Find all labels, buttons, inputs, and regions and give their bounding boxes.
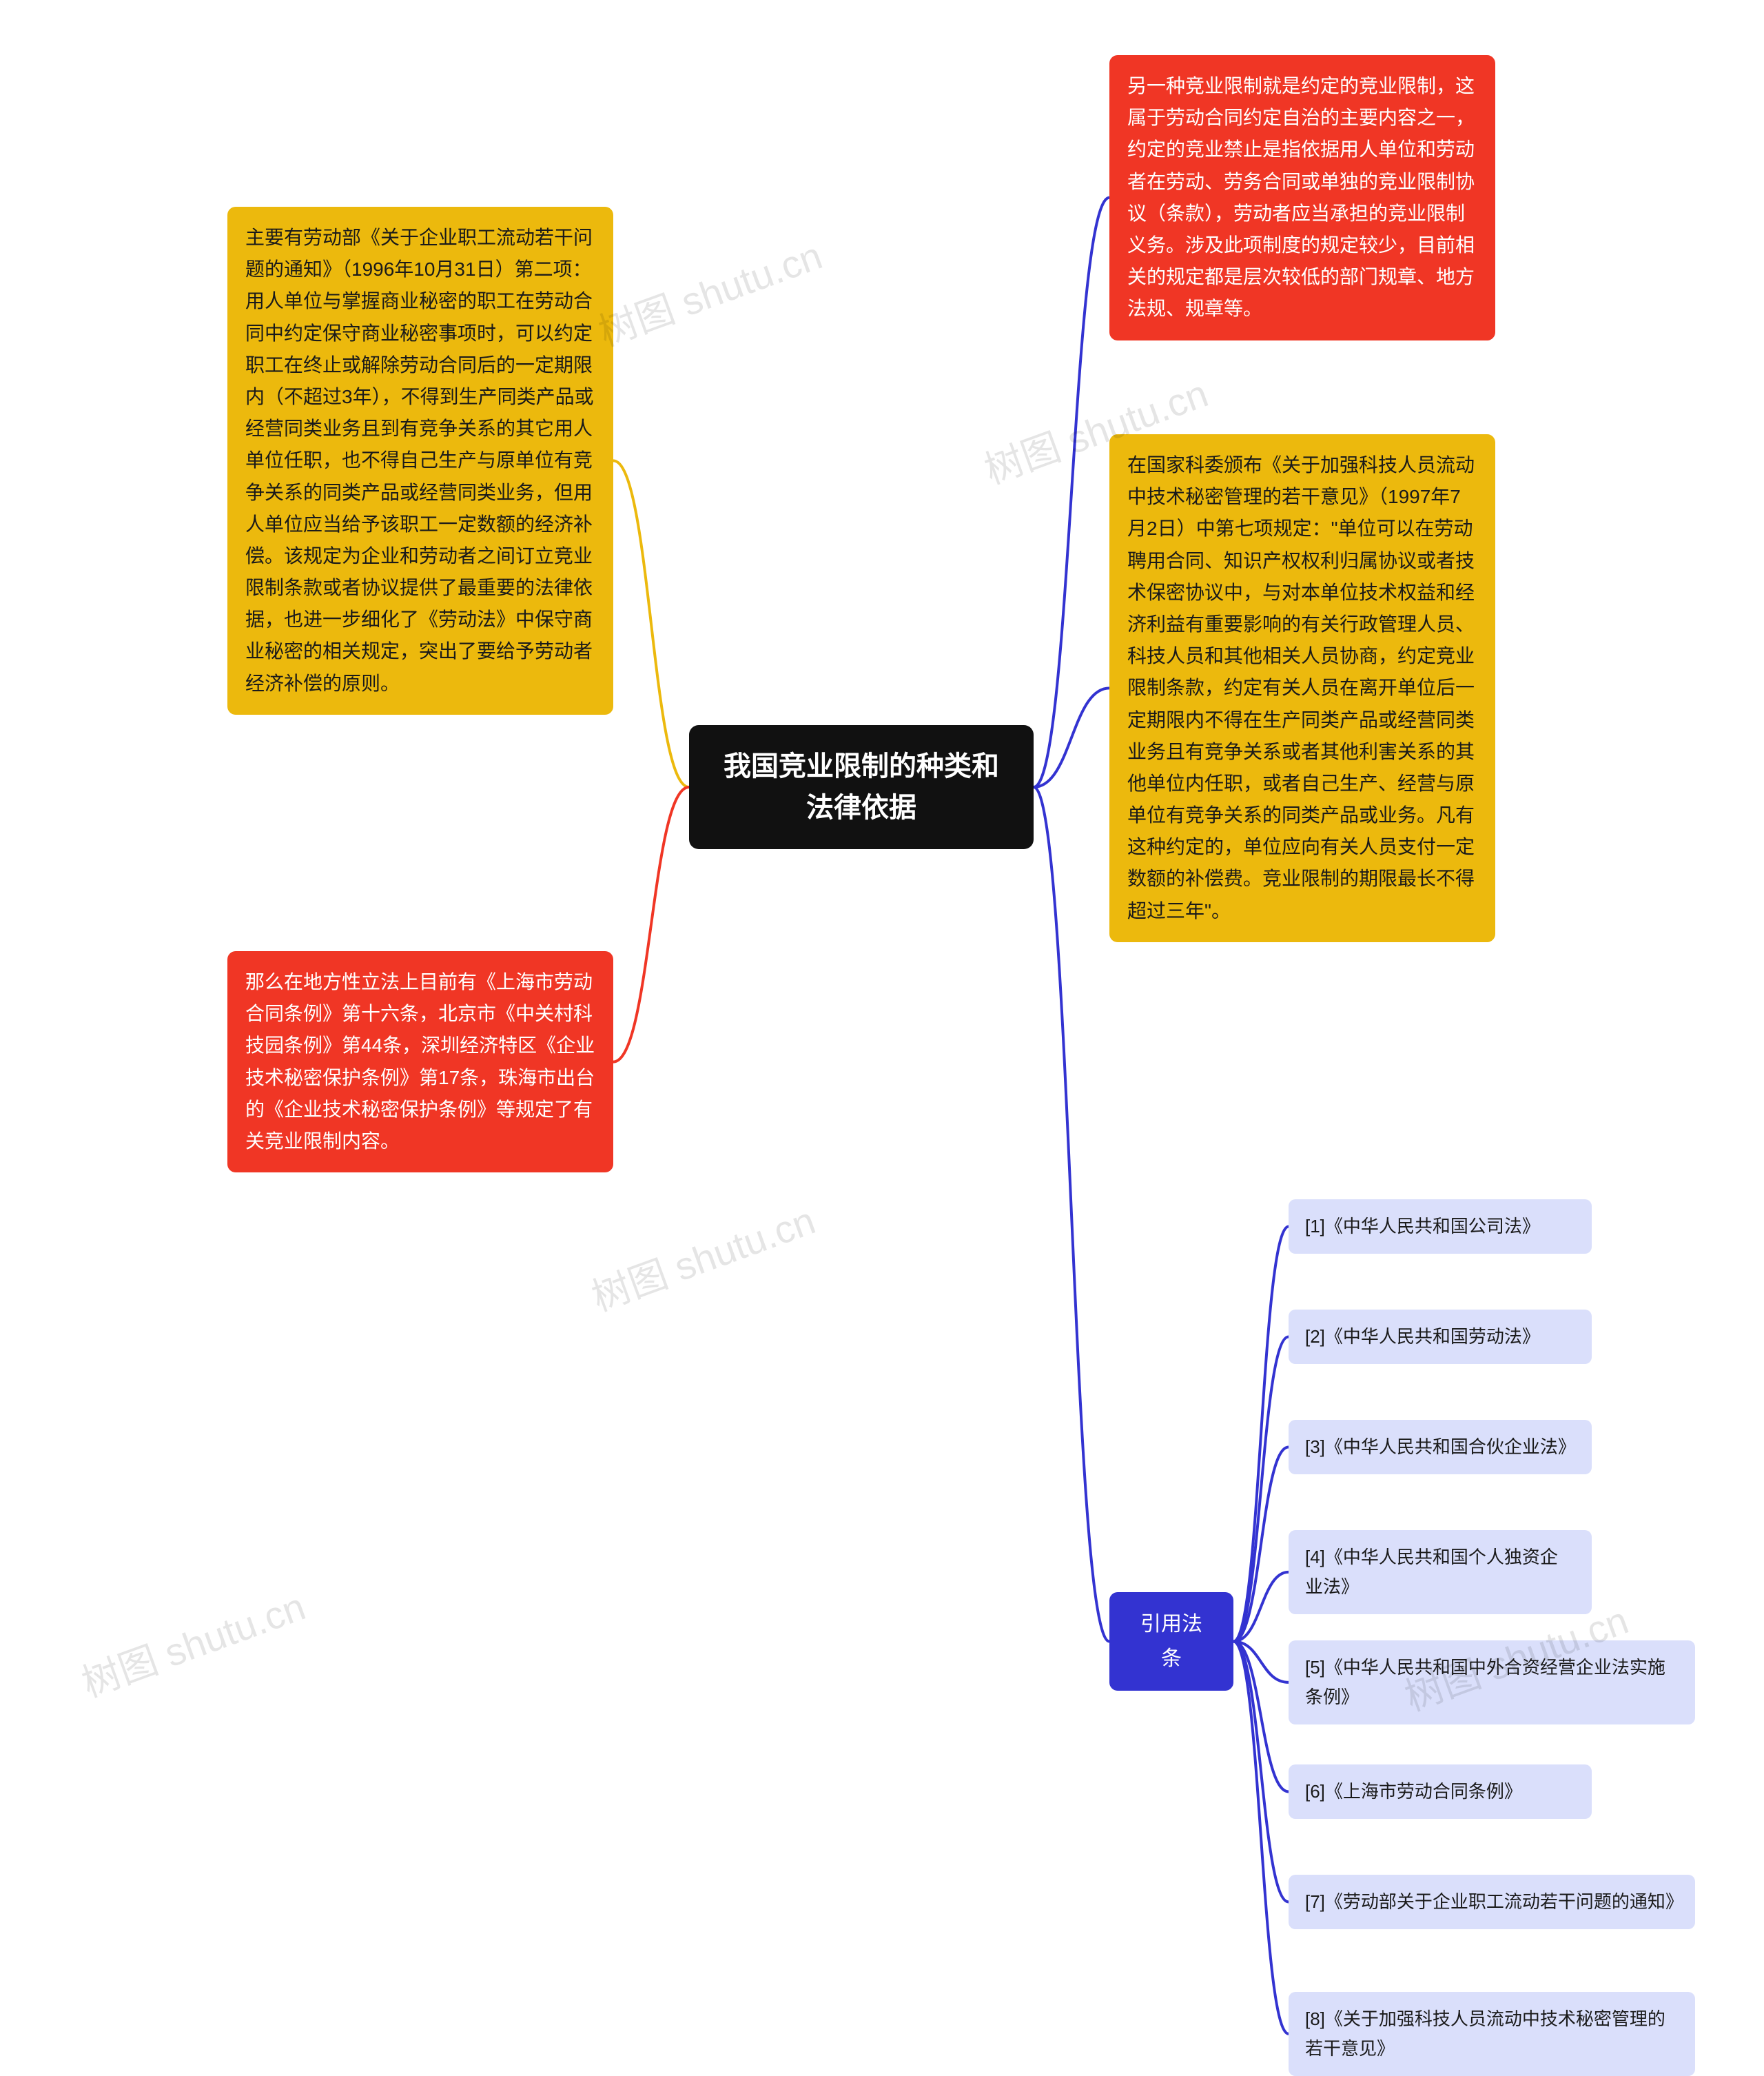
watermark: 树图 shutu.cn [73,1576,312,1708]
left-node-gold: 主要有劳动部《关于企业职工流动若干问题的通知》（1996年10月31日）第二项：… [227,207,613,715]
law-leaf: [1]《中华人民共和国公司法》 [1289,1199,1592,1254]
right-node-gold: 在国家科委颁布《关于加强科技人员流动中技术秘密管理的若干意见》（1997年7月2… [1109,434,1495,942]
law-leaf: [3]《中华人民共和国合伙企业法》 [1289,1420,1592,1474]
law-leaf: [8]《关于加强科技人员流动中技术秘密管理的若干意见》 [1289,1992,1695,2076]
law-leaf: [7]《劳动部关于企业职工流动若干问题的通知》 [1289,1875,1695,1929]
law-leaf: [6]《上海市劳动合同条例》 [1289,1764,1592,1819]
law-leaf: [5]《中华人民共和国中外合资经营企业法实施条例》 [1289,1640,1695,1724]
right-node-red: 另一种竞业限制就是约定的竞业限制，这属于劳动合同约定自治的主要内容之一，约定的竞… [1109,55,1495,340]
mindmap-canvas: 我国竞业限制的种类和法律依据 主要有劳动部《关于企业职工流动若干问题的通知》（1… [0,0,1764,2063]
watermark: 树图 shutu.cn [590,225,829,357]
watermark: 树图 shutu.cn [583,1190,822,1322]
laws-label-node: 引用法条 [1109,1592,1233,1691]
law-leaf: [4]《中华人民共和国个人独资企业法》 [1289,1530,1592,1614]
law-leaf: [2]《中华人民共和国劳动法》 [1289,1310,1592,1364]
left-node-red: 那么在地方性立法上目前有《上海市劳动合同条例》第十六条，北京市《中关村科技园条例… [227,951,613,1172]
center-node: 我国竞业限制的种类和法律依据 [689,725,1034,849]
